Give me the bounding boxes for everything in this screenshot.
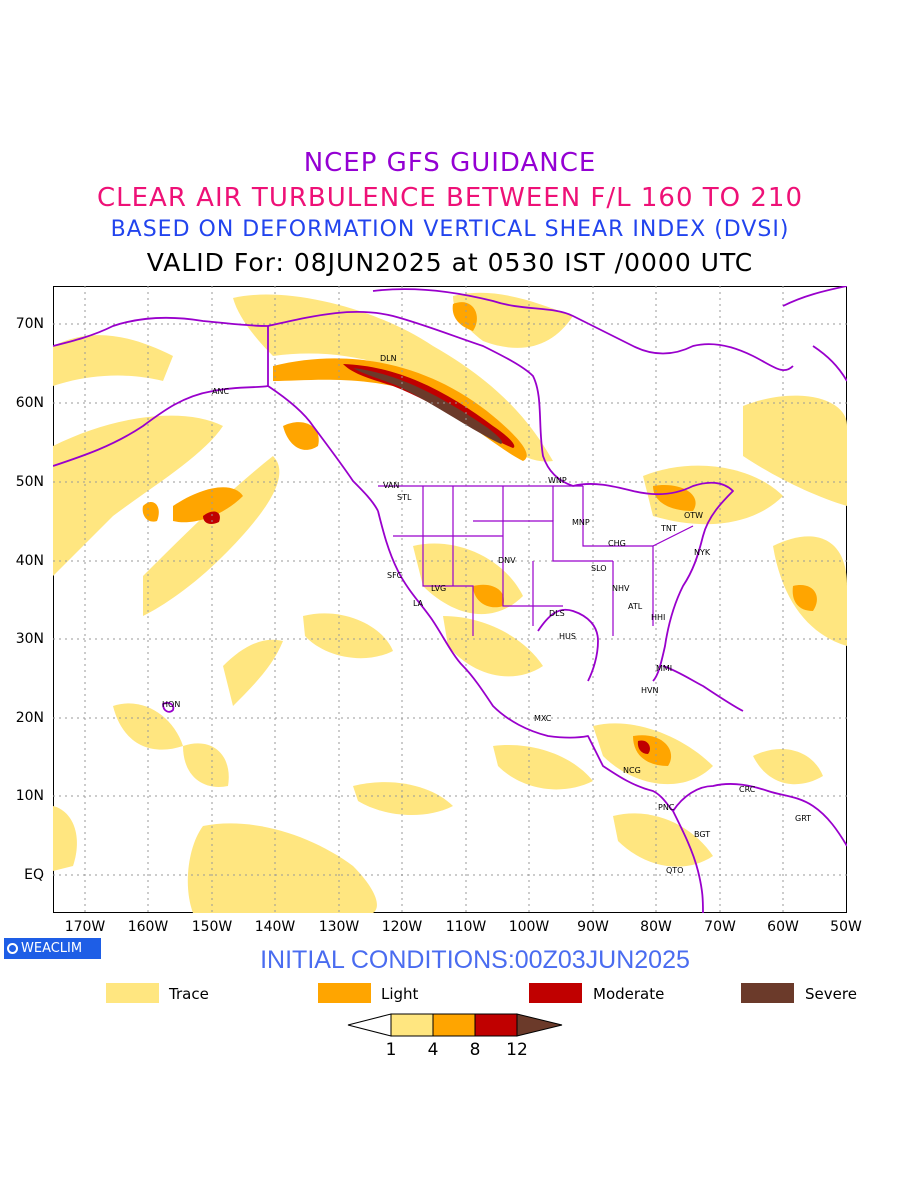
initial-conditions: INITIAL CONDITIONS:00Z03JUN2025: [260, 946, 690, 974]
city-label: QTO: [666, 866, 683, 875]
weaclim-badge[interactable]: WEACLIM: [4, 938, 101, 959]
longitude-label: 130W: [318, 919, 360, 935]
trace-areas: [53, 292, 847, 913]
title-product: NCEP GFS GUIDANCE: [303, 148, 597, 178]
city-label: WNP: [548, 476, 567, 485]
city-label: SFC: [387, 571, 403, 580]
city-label: TNT: [660, 524, 677, 533]
colorbar-8-12: [474, 1013, 518, 1037]
latitude-label: 60N: [15, 395, 44, 411]
latitude-label: EQ: [24, 867, 44, 883]
city-label: ANC: [212, 387, 229, 396]
city-label: HVN: [641, 686, 658, 695]
longitude-label: 50W: [830, 919, 862, 935]
title-valid-time: VALID For: 08JUN2025 at 0530 IST /0000 U…: [146, 248, 754, 277]
city-label: OTW: [684, 511, 703, 520]
city-label: HHI: [651, 613, 665, 622]
longitude-label: 70W: [704, 919, 736, 935]
colorbar-tick: 8: [469, 1040, 481, 1060]
colorbar-tick: 4: [427, 1040, 439, 1060]
city-label: LA: [413, 599, 424, 608]
longitude-label: 100W: [508, 919, 550, 935]
city-label: BGT: [694, 830, 710, 839]
latitude-label: 20N: [15, 710, 44, 726]
longitude-label: 170W: [64, 919, 106, 935]
city-label: DLN: [380, 354, 397, 363]
colorbar-tick: 1: [385, 1040, 397, 1060]
city-label: CHG: [608, 539, 626, 548]
badge-label: WEACLIM: [21, 941, 83, 956]
city-label: STL: [397, 493, 412, 502]
moderate-severe-areas: [203, 364, 650, 754]
city-label: MXC: [534, 714, 552, 723]
turbulence-map: DLN ANC VAN STL WNP MNP OTW TNT CHG NYK …: [53, 286, 847, 913]
legend-swatch-moderate: [529, 983, 582, 1003]
longitude-label: 150W: [191, 919, 233, 935]
colorbar: [347, 1013, 563, 1037]
legend-label-moderate: Moderate: [593, 985, 665, 1003]
city-label: HON: [162, 700, 180, 709]
longitude-label: 160W: [127, 919, 169, 935]
longitude-label: 110W: [445, 919, 487, 935]
colorbar-below-1: [347, 1013, 392, 1037]
title-method: BASED ON DEFORMATION VERTICAL SHEAR INDE…: [110, 217, 790, 242]
city-label: PNC: [658, 803, 675, 812]
city-label: MMI: [656, 664, 672, 673]
city-labels: DLN ANC VAN STL WNP MNP OTW TNT CHG NYK …: [162, 354, 811, 875]
graticule: [53, 286, 847, 913]
latitude-label: 30N: [15, 631, 44, 647]
legend-swatch-light: [318, 983, 371, 1003]
legend-swatch-trace: [106, 983, 159, 1003]
city-label: ATL: [628, 602, 643, 611]
city-label: CRC: [739, 785, 756, 794]
city-label: GRT: [795, 814, 811, 823]
city-label: LVG: [431, 584, 446, 593]
colorbar-tick: 12: [506, 1040, 528, 1060]
longitude-label: 60W: [767, 919, 799, 935]
latitude-label: 50N: [15, 474, 44, 490]
longitude-label: 90W: [577, 919, 609, 935]
colorbar-4-8: [432, 1013, 476, 1037]
legend-label-light: Light: [381, 985, 419, 1003]
city-label: NCG: [623, 766, 641, 775]
legend-label-trace: Trace: [169, 985, 209, 1003]
colorbar-1-4: [390, 1013, 434, 1037]
city-label: DLS: [549, 609, 565, 618]
legend-label-severe: Severe: [805, 985, 857, 1003]
city-label: HUS: [559, 632, 576, 641]
city-label: NHV: [612, 584, 630, 593]
longitude-label: 140W: [254, 919, 296, 935]
circle-icon: [7, 943, 18, 954]
latitude-label: 70N: [15, 316, 44, 332]
title-parameter: CLEAR AIR TURBULENCE BETWEEN F/L 160 TO …: [96, 183, 804, 213]
legend-swatch-severe: [741, 983, 794, 1003]
light-areas: [142, 302, 817, 766]
state-borders: [378, 485, 694, 636]
latitude-label: 40N: [15, 553, 44, 569]
coastlines: [53, 286, 847, 913]
city-label: SLO: [591, 564, 607, 573]
latitude-label: 10N: [15, 788, 44, 804]
colorbar-above-12: [516, 1013, 563, 1037]
city-label: MNP: [572, 518, 590, 527]
longitude-label: 120W: [381, 919, 423, 935]
city-label: DNV: [498, 556, 516, 565]
longitude-label: 80W: [640, 919, 672, 935]
city-label: NYK: [694, 548, 711, 557]
city-label: VAN: [383, 481, 399, 490]
